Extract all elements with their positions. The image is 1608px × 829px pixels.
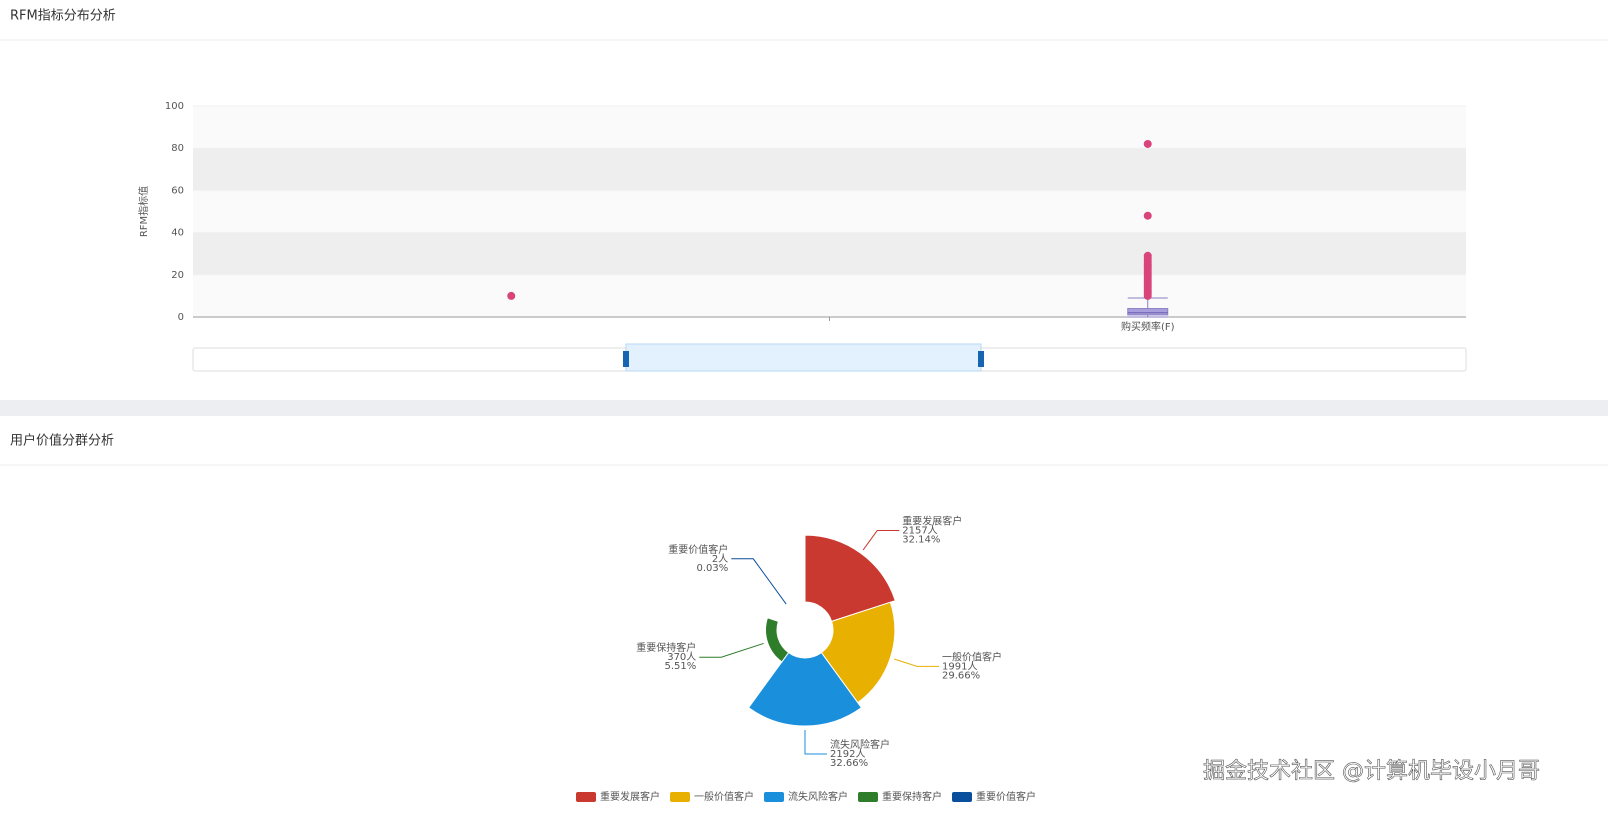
box xyxy=(1127,308,1169,316)
zoom-window[interactable] xyxy=(625,343,982,372)
legend-label: 重要保持客户 xyxy=(882,790,942,803)
percent-label: 29.66% xyxy=(942,670,980,681)
legend-label: 一般价值客户 xyxy=(694,790,754,803)
value-label: 370人 xyxy=(667,651,696,663)
percent-label: 5.51% xyxy=(665,661,697,672)
percent-label: 32.14% xyxy=(902,535,940,546)
legend-swatch xyxy=(952,792,972,802)
value-label: 2人 xyxy=(712,553,728,565)
watermark: 掘金技术社区 @计算机毕设小月哥 xyxy=(1203,759,1540,784)
x-tick-label: 购买频率(F) xyxy=(1121,320,1175,333)
value-label: 1991人 xyxy=(942,660,977,672)
y-tick-label: 20 xyxy=(171,270,184,281)
legend-swatch xyxy=(670,792,690,802)
split-area xyxy=(193,232,1466,275)
legend-label: 流失风险客户 xyxy=(788,790,848,803)
value-label: 2157人 xyxy=(902,525,937,537)
rose-slice xyxy=(777,601,806,622)
y-tick-label: 40 xyxy=(171,228,184,239)
data-zoom[interactable] xyxy=(192,343,1467,372)
y-tick-label: 80 xyxy=(171,143,184,154)
label-line xyxy=(699,642,764,658)
zoom-handle[interactable] xyxy=(978,351,984,367)
slice-label: 重要价值客户 xyxy=(668,543,728,556)
y-tick-label: 100 xyxy=(165,101,184,112)
panel-title: 用户价值分群分析 xyxy=(10,433,114,449)
rose-slice xyxy=(765,617,790,663)
outlier xyxy=(1143,139,1152,148)
value-label: 2192人 xyxy=(830,748,865,760)
rose-slice xyxy=(804,534,896,622)
split-area xyxy=(193,190,1466,233)
split-area xyxy=(193,148,1466,191)
legend-label: 重要发展客户 xyxy=(600,790,660,803)
outlier xyxy=(1143,291,1152,300)
y-tick-label: 0 xyxy=(178,312,184,323)
slice-label: 流失风险客户 xyxy=(830,738,890,751)
zoom-handle[interactable] xyxy=(623,351,629,367)
legend-swatch xyxy=(764,792,784,802)
legend-swatch xyxy=(576,792,596,802)
label-line xyxy=(731,558,787,605)
legend-swatch xyxy=(858,792,878,802)
legend-label: 重要价值客户 xyxy=(976,790,1036,803)
label-line xyxy=(894,658,940,667)
label-line xyxy=(862,530,900,551)
panel-title: RFM指标分布分析 xyxy=(10,9,116,24)
slice-label: 重要发展客户 xyxy=(902,515,962,528)
split-area xyxy=(193,106,1466,149)
slice-label: 一般价值客户 xyxy=(942,650,1002,663)
panel-gap xyxy=(0,400,1608,416)
y-axis-label: RFM指标值 xyxy=(137,186,150,237)
y-tick-label: 60 xyxy=(171,185,184,196)
outlier xyxy=(507,291,516,300)
split-area xyxy=(193,274,1466,317)
rose-slice xyxy=(747,651,863,727)
percent-label: 32.66% xyxy=(830,758,868,769)
percent-label: 0.03% xyxy=(696,563,728,574)
label-line xyxy=(804,730,827,755)
outlier xyxy=(1143,211,1152,220)
slice-label: 重要保持客户 xyxy=(636,641,696,654)
